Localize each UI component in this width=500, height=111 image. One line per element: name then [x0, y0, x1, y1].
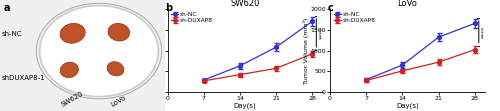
- Text: c: c: [328, 3, 333, 13]
- Text: sh-NC: sh-NC: [2, 31, 22, 37]
- X-axis label: Day(s): Day(s): [396, 103, 419, 109]
- Text: shDUXAP8-1: shDUXAP8-1: [2, 75, 46, 81]
- Ellipse shape: [60, 23, 85, 43]
- X-axis label: Day(s): Day(s): [234, 103, 256, 109]
- Legend: sh-NC, sh-DUXAP8: sh-NC, sh-DUXAP8: [170, 12, 214, 24]
- Text: ****: ****: [319, 27, 324, 39]
- Text: ****: ****: [482, 26, 486, 38]
- Ellipse shape: [40, 6, 158, 97]
- Y-axis label: Tumor Volume (mm³): Tumor Volume (mm³): [140, 17, 146, 84]
- Title: SW620: SW620: [230, 0, 260, 8]
- Ellipse shape: [108, 23, 130, 41]
- Ellipse shape: [107, 62, 124, 76]
- Y-axis label: Tumor Volume (mm³): Tumor Volume (mm³): [303, 17, 309, 84]
- Text: SW620: SW620: [60, 90, 85, 108]
- Text: b: b: [165, 3, 172, 13]
- Text: LoVo: LoVo: [110, 94, 128, 108]
- Text: a: a: [4, 3, 10, 13]
- Ellipse shape: [60, 62, 78, 78]
- Legend: sh-NC, sh-DUXAP8: sh-NC, sh-DUXAP8: [333, 12, 376, 24]
- Title: LoVo: LoVo: [398, 0, 417, 8]
